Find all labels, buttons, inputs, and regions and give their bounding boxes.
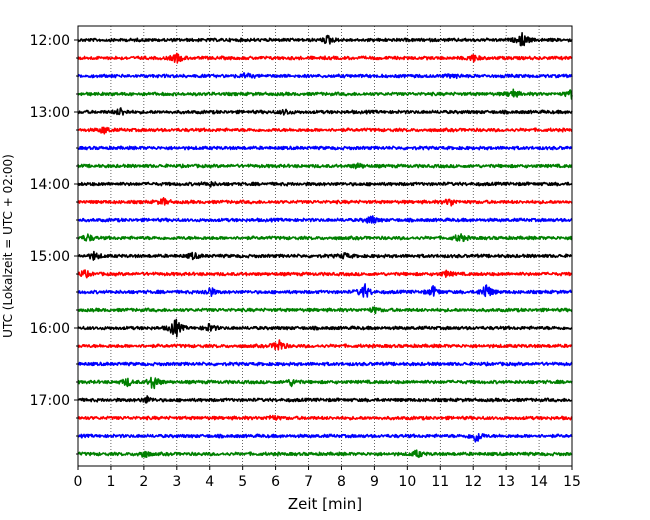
y-axis: 12:00 13:00 14:00 15:00 16:00 17:00 — [30, 33, 78, 455]
x-tick-label: 0 — [74, 474, 83, 490]
x-tick-label: 5 — [238, 474, 247, 490]
x-tick-label: 4 — [205, 474, 214, 490]
trace-1615 — [77, 339, 573, 351]
x-axis-label: Zeit [min] — [288, 495, 362, 513]
trace-1700 — [77, 395, 573, 404]
trace-1230 — [77, 72, 573, 80]
trace-1730 — [77, 433, 573, 443]
x-tick-label: 9 — [370, 474, 379, 490]
x-tick-label: 14 — [530, 474, 548, 490]
y-axis-label: UTC (Lokalzeit = UTC + 02:00) — [1, 154, 15, 338]
trace-1315 — [77, 126, 573, 135]
y-tick-label: 14:00 — [30, 177, 70, 193]
trace-1445 — [77, 233, 573, 243]
trace-1545 — [77, 306, 573, 315]
y-tick-label: 12:00 — [30, 33, 70, 49]
x-tick-label: 1 — [106, 474, 115, 490]
trace-1215 — [77, 52, 573, 64]
trace-1400 — [77, 180, 573, 188]
x-tick-label: 7 — [304, 474, 313, 490]
x-tick-label: 2 — [139, 474, 148, 490]
y-tick-label: 13:00 — [30, 105, 70, 121]
grid-layer — [110, 26, 540, 466]
trace-1245 — [77, 88, 573, 100]
x-tick-label: 15 — [563, 474, 581, 490]
trace-1345 — [77, 162, 573, 170]
x-tick-label: 8 — [337, 474, 346, 490]
trace-1630 — [77, 361, 573, 367]
trace-1715 — [77, 414, 573, 421]
x-tick-label: 13 — [497, 474, 515, 490]
trace-1530 — [77, 283, 573, 298]
y-tick-label: 17:00 — [30, 393, 70, 409]
trace-1330 — [77, 145, 573, 151]
trace-1415 — [77, 197, 573, 207]
plot-frame — [77, 25, 573, 467]
trace-1645 — [77, 376, 573, 390]
x-tick-label: 3 — [172, 474, 181, 490]
y-tick-label: 16:00 — [30, 321, 70, 337]
x-axis: 0 1 2 3 4 5 6 7 8 9 10 11 12 13 14 15 — [74, 466, 581, 490]
x-tick-label: 6 — [271, 474, 280, 490]
x-tick-label: 11 — [431, 474, 449, 490]
x-tick-label: 12 — [464, 474, 482, 490]
trace-layer — [77, 31, 573, 459]
y-tick-label: 15:00 — [30, 249, 70, 265]
trace-1200 — [77, 31, 573, 47]
trace-1500 — [77, 250, 573, 261]
trace-1600 — [77, 318, 573, 338]
trace-1300 — [77, 107, 573, 116]
trace-1515 — [77, 269, 573, 279]
trace-1430 — [77, 215, 573, 224]
trace-1745 — [77, 449, 573, 459]
x-tick-label: 10 — [398, 474, 416, 490]
